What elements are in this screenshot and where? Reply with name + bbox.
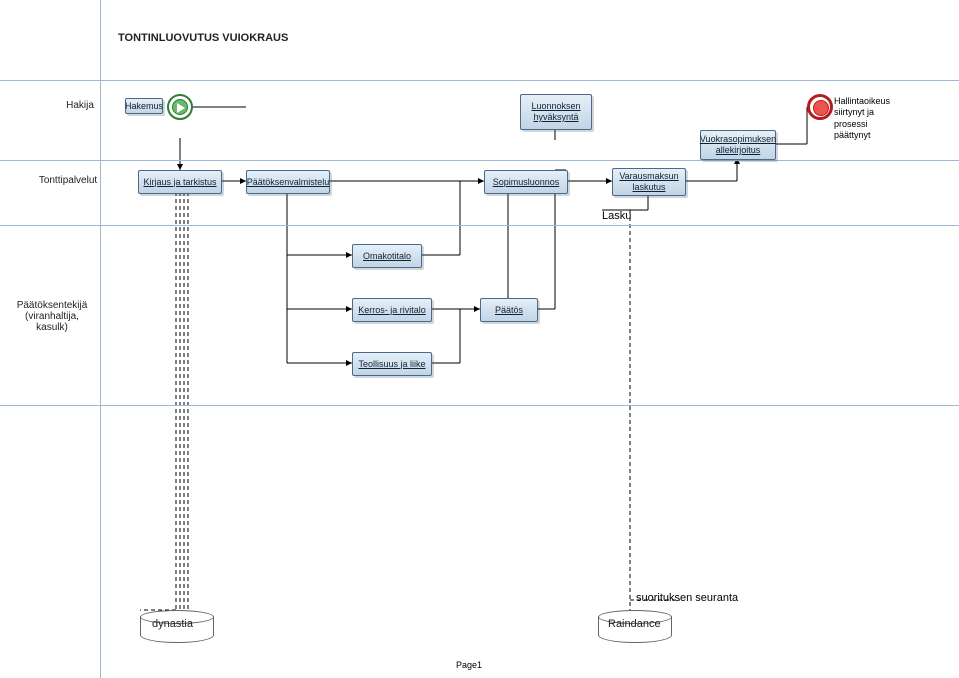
- node-kirjaus[interactable]: Kirjaus ja tarkistus: [138, 170, 222, 194]
- lane-l1: Tonttipalvelut: [28, 175, 108, 186]
- datastore-raindance-label: Raindance: [608, 618, 661, 630]
- lane-l2: Päätöksentekijä (viranhaltija, kasulk): [12, 300, 92, 333]
- node-paatoksenv[interactable]: Päätöksenvalmistelu: [246, 170, 330, 194]
- start-event: [167, 94, 193, 120]
- end-event-label: Hallintaoikeus siirtynyt ja prosessi pää…: [834, 96, 906, 141]
- node-sopimus[interactable]: Sopimusluonnos: [484, 170, 568, 194]
- node-paatos[interactable]: Päätös: [480, 298, 538, 322]
- node-luonnoksen[interactable]: Luonnoksen hyväksyntä: [520, 94, 592, 130]
- datastore-dynastia-label: dynastia: [152, 618, 193, 630]
- diagram-title: TONTINLUOVUTUS VUIOKRAUS: [118, 32, 288, 44]
- end-event: [807, 94, 833, 120]
- label-lasku: Lasku: [602, 210, 631, 222]
- node-omakotitalo[interactable]: Omakotitalo: [352, 244, 422, 268]
- node-kerros[interactable]: Kerros- ja rivitalo: [352, 298, 432, 322]
- node-vuokra[interactable]: Vuokrasopimuksen allekirjoitus: [700, 130, 776, 160]
- node-hakemus[interactable]: Hakemus: [125, 98, 163, 114]
- node-teollisuus[interactable]: Teollisuus ja liike: [352, 352, 432, 376]
- lane-l0: Hakija: [40, 100, 120, 111]
- page-footer: Page1: [456, 660, 482, 670]
- label-seuranta: suorituksen seuranta: [636, 592, 738, 604]
- node-varaus[interactable]: Varausmaksun laskutus: [612, 168, 686, 196]
